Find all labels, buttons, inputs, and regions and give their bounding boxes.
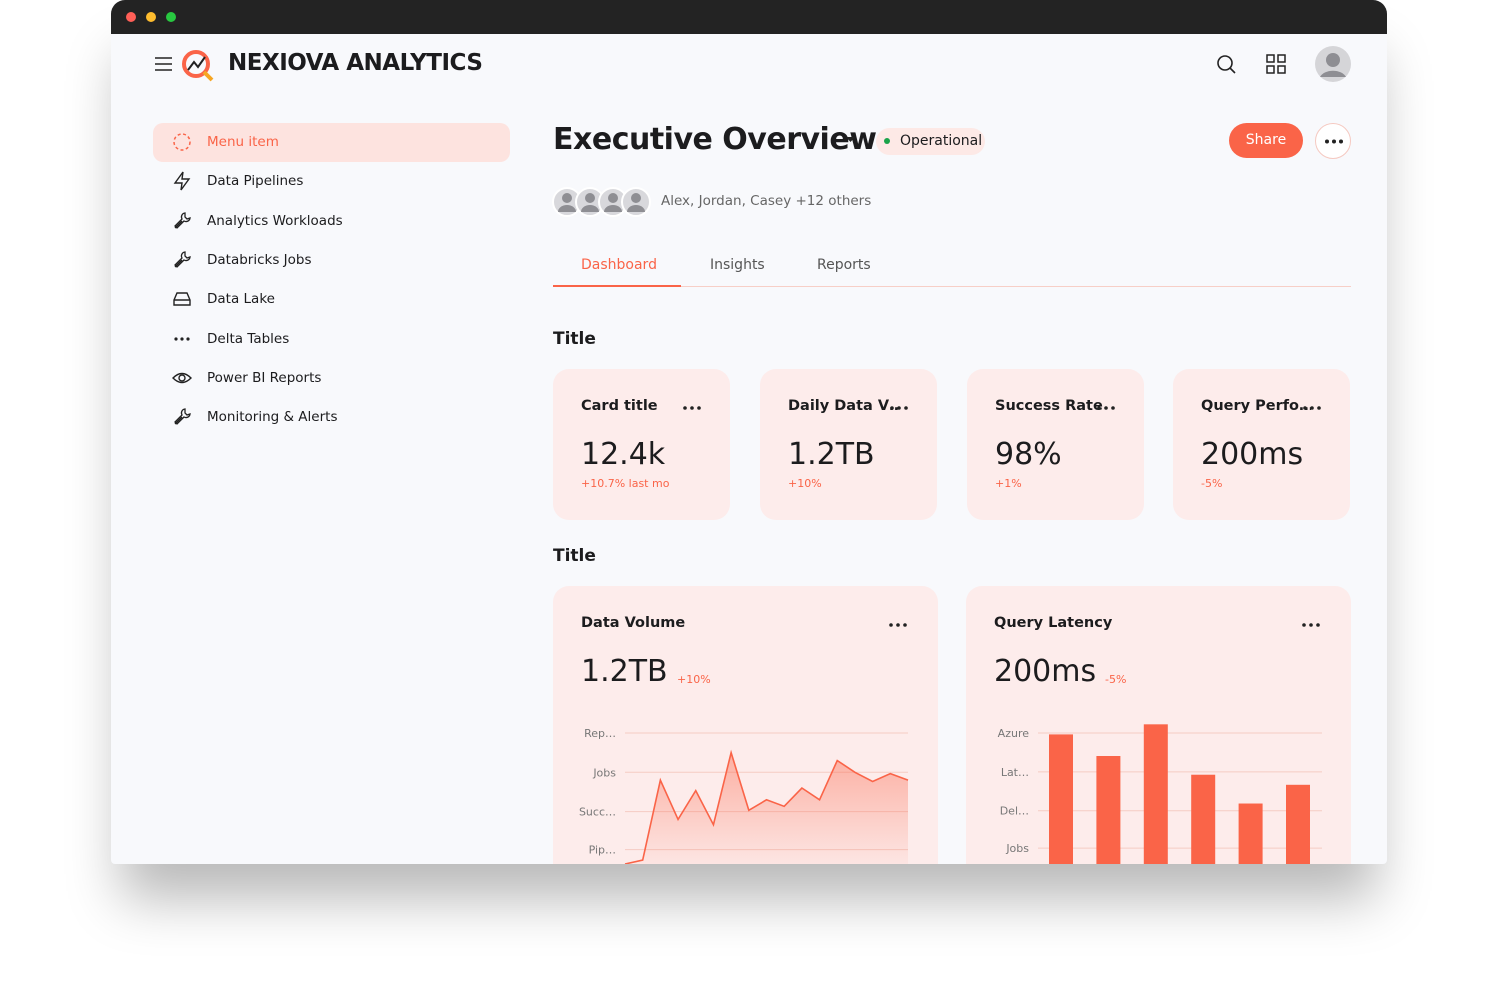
collaborators: Alex, Jordan, Casey +12 others bbox=[661, 193, 872, 209]
title-bar bbox=[111, 0, 1387, 34]
menu-item[interactable]: Data Lake bbox=[207, 291, 275, 308]
menu-item[interactable]: Menu item bbox=[207, 134, 279, 150]
kpi-card: Card title 12.4k +10.7% last mo bbox=[553, 369, 730, 520]
menu-icon bbox=[172, 372, 192, 383]
status-text: Operational bbox=[900, 133, 983, 149]
menu-item[interactable]: Data Pipelines bbox=[207, 173, 304, 190]
avatar[interactable] bbox=[1315, 46, 1351, 82]
bar bbox=[1286, 784, 1310, 864]
search[interactable] bbox=[1215, 53, 1237, 75]
card-menu[interactable] bbox=[683, 406, 701, 410]
menu-icon bbox=[174, 211, 191, 229]
section-title: Title bbox=[553, 329, 596, 349]
more-button[interactable] bbox=[1315, 123, 1351, 159]
y-tick-label: Lat… bbox=[1001, 766, 1029, 779]
avatar-group bbox=[552, 187, 651, 217]
bar bbox=[1143, 724, 1168, 864]
card-change: +10.7% last mo bbox=[581, 477, 670, 490]
bar bbox=[1191, 774, 1216, 864]
y-tick-label: Del… bbox=[1000, 805, 1029, 818]
maximize[interactable] bbox=[166, 12, 176, 22]
section-title: Title bbox=[553, 546, 596, 566]
menu-icon bbox=[173, 292, 191, 306]
card-change: +1% bbox=[995, 477, 1022, 490]
share-button[interactable]: Share bbox=[1229, 123, 1303, 158]
line bbox=[624, 749, 909, 864]
caret[interactable] bbox=[846, 136, 856, 144]
kpi-card: Query Perfo… 200ms -5% bbox=[1173, 369, 1350, 520]
kpi-card: Daily Data V… 1.2TB +10% bbox=[760, 369, 937, 520]
menu-item[interactable]: Analytics Workloads bbox=[207, 212, 343, 229]
avatar-body bbox=[604, 205, 622, 212]
card-change: -5% bbox=[1201, 477, 1223, 490]
apps[interactable] bbox=[1266, 54, 1286, 74]
card-value: 200ms bbox=[1201, 437, 1304, 472]
avatar-head bbox=[631, 193, 641, 203]
chart-change: +10% bbox=[677, 673, 711, 686]
avatar-head bbox=[608, 193, 618, 203]
avatar-head bbox=[562, 193, 572, 203]
card-menu[interactable] bbox=[1302, 623, 1320, 627]
menu-icon bbox=[173, 133, 191, 151]
tab[interactable]: Dashboard bbox=[581, 257, 657, 273]
logo bbox=[182, 50, 214, 82]
menu-icon bbox=[174, 251, 191, 268]
y-tick-label: Azure bbox=[998, 727, 1030, 740]
card-title: Query Perfo… bbox=[1201, 398, 1311, 414]
menu-icon bbox=[174, 336, 190, 341]
card-menu[interactable] bbox=[889, 623, 907, 627]
chart-kpi: 200ms bbox=[994, 654, 1097, 689]
card-value: 12.4k bbox=[581, 437, 666, 472]
menu-item[interactable]: Databricks Jobs bbox=[207, 251, 312, 268]
app-window: NEXIOVA ANALYTICS Menu item Data Pipeline… bbox=[111, 0, 1387, 864]
y-tick-label: Pip… bbox=[589, 844, 616, 857]
avatar-body bbox=[581, 205, 599, 212]
chart-title: Query Latency bbox=[994, 615, 1113, 631]
chart-title: Data Volume bbox=[581, 615, 686, 631]
menu-icon[interactable] bbox=[154, 56, 174, 72]
avatar-head bbox=[585, 193, 595, 203]
y-tick-label: Jobs bbox=[592, 766, 616, 779]
tab[interactable]: Insights bbox=[710, 257, 765, 273]
status-badge: Operational bbox=[876, 128, 985, 155]
close[interactable] bbox=[126, 12, 136, 22]
avatar-body bbox=[558, 205, 576, 212]
card-change: +10% bbox=[788, 477, 822, 490]
card-title: Card title bbox=[581, 398, 658, 414]
menu-icon bbox=[174, 408, 191, 426]
avatar-body bbox=[627, 205, 645, 212]
y-tick-label: Jobs bbox=[1005, 842, 1029, 855]
card-menu[interactable] bbox=[1303, 406, 1321, 410]
tab-indicator bbox=[553, 285, 681, 287]
bar bbox=[1096, 756, 1121, 864]
bar bbox=[1049, 734, 1073, 864]
chart-kpi: 1.2TB bbox=[581, 654, 668, 689]
active-menu-item[interactable] bbox=[153, 123, 510, 162]
area-fill bbox=[625, 752, 908, 864]
kpi-card: Success Rate 98% +1% bbox=[967, 369, 1144, 520]
card-menu[interactable] bbox=[890, 406, 908, 410]
card-value: 98% bbox=[995, 437, 1062, 472]
charts: Rep… Jobs Succ… Pip… Azure Lat… Del… Jobs bbox=[579, 724, 1322, 864]
y-tick-label: Rep… bbox=[584, 727, 616, 740]
card-value: 1.2TB bbox=[788, 437, 875, 472]
menu-item[interactable]: Power BI Reports bbox=[207, 369, 322, 386]
bar bbox=[1238, 803, 1263, 864]
page-title: Executive Overview bbox=[553, 122, 877, 157]
card-title: Daily Data V… bbox=[788, 398, 898, 414]
y-tick-label: Succ… bbox=[579, 806, 616, 819]
tab-divider bbox=[553, 286, 1351, 287]
menu-item[interactable]: Delta Tables bbox=[207, 330, 290, 347]
brand: NEXIOVA ANALYTICS bbox=[228, 50, 483, 76]
chart-change: -5% bbox=[1105, 673, 1127, 686]
card-menu[interactable] bbox=[1097, 406, 1115, 410]
menu-icon bbox=[173, 171, 191, 191]
tab[interactable]: Reports bbox=[817, 257, 871, 273]
menu-item[interactable]: Monitoring & Alerts bbox=[207, 409, 338, 426]
card-title: Success Rate bbox=[995, 398, 1103, 414]
minimize[interactable] bbox=[146, 12, 156, 22]
